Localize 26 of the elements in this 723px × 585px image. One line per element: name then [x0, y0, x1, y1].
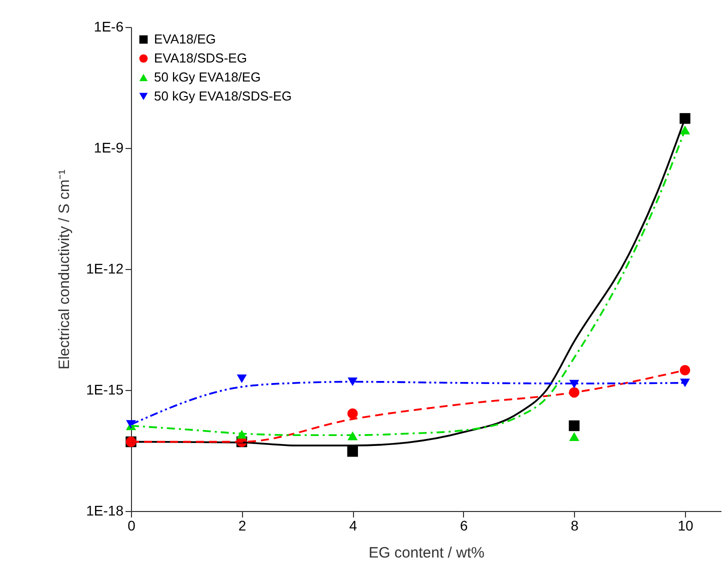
- x-tick-label: 0: [128, 518, 136, 534]
- legend-label: 50 kGy EVA18/EG: [154, 70, 261, 84]
- y-tick-label: 1E-6: [94, 18, 124, 34]
- y-tick-label: 1E-18: [86, 502, 124, 518]
- y-tick-label: 1E-15: [86, 382, 124, 398]
- x-tick-label: 4: [349, 518, 358, 534]
- legend-label: EVA18/SDS-EG: [154, 50, 247, 66]
- x-tick-label: 6: [460, 518, 468, 534]
- y-axis-title: Electrical conductivity / S cm⁻¹: [56, 169, 74, 370]
- point: [347, 446, 358, 457]
- y-tick-label: 1E-12: [86, 260, 124, 276]
- x-tick-label: 2: [238, 518, 246, 534]
- point: [680, 113, 690, 124]
- x-tick-label: 8: [570, 518, 579, 534]
- legend-label: 50 kGy EVA18/SDS-EG: [154, 88, 292, 104]
- x-axis-title: EG content / wt%: [368, 544, 484, 562]
- x-tick-label: 10: [678, 518, 694, 534]
- point: [569, 432, 580, 441]
- point: [236, 374, 247, 384]
- point: [680, 364, 690, 376]
- point: [680, 378, 690, 388]
- point: [348, 377, 358, 386]
- point: [347, 408, 358, 419]
- legend-label: EVA18/EG: [154, 32, 216, 46]
- y-tick-label: 1E-9: [94, 140, 124, 156]
- point: [568, 420, 580, 432]
